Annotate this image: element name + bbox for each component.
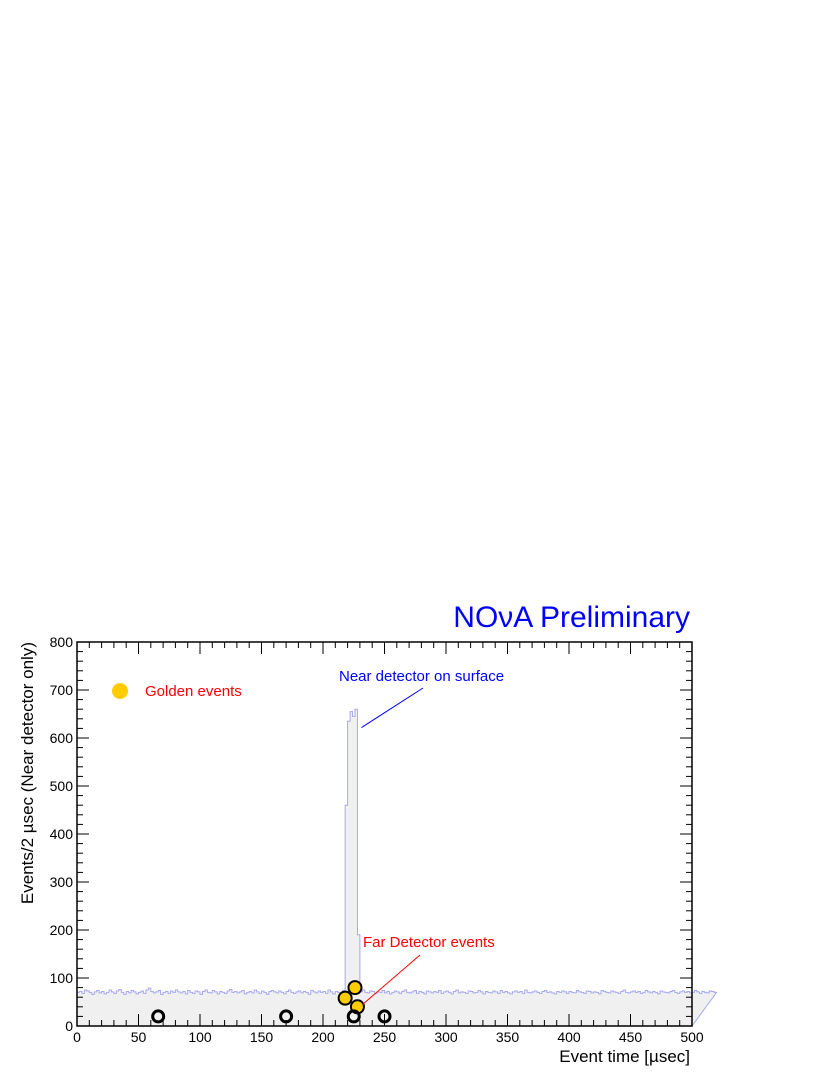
y-tick-label: 800 — [50, 634, 74, 650]
far-detector-event-point — [279, 1009, 294, 1024]
x-tick-label: 250 — [373, 1029, 397, 1045]
x-tick-label: 0 — [73, 1029, 81, 1045]
x-tick-label: 350 — [496, 1029, 520, 1045]
histogram — [76, 708, 718, 1027]
y-axis-label: Events/2 µsec (Near detector only) — [18, 642, 37, 904]
x-axis-label: Event time [µsec] — [559, 1047, 690, 1066]
far-detector-pointer-line — [362, 954, 421, 1005]
y-tick-label: 700 — [50, 682, 74, 698]
x-tick-label: 450 — [619, 1029, 643, 1045]
golden-event-point — [347, 980, 363, 996]
annotation-near-detector: Near detector on surface — [339, 668, 504, 685]
near-detector-pointer-line — [361, 687, 424, 729]
y-tick-label: 200 — [50, 922, 74, 938]
chart-title: NOνA Preliminary — [453, 601, 690, 634]
x-tick-label: 150 — [250, 1029, 274, 1045]
event-markers — [151, 980, 392, 1024]
x-tick-label: 200 — [311, 1029, 335, 1045]
x-tick-label: 50 — [131, 1029, 147, 1045]
x-tick-label: 100 — [188, 1029, 212, 1045]
far-detector-event-point — [377, 1009, 392, 1024]
y-tick-label: 600 — [50, 730, 74, 746]
far-detector-event-point — [151, 1009, 166, 1024]
y-tick-label: 300 — [50, 874, 74, 890]
golden-event-point — [337, 990, 353, 1006]
annotations — [112, 683, 424, 1005]
annotation-far-detector: Far Detector events — [363, 934, 495, 951]
histogram-near-detector — [76, 708, 718, 1027]
y-tick-label: 100 — [50, 970, 74, 986]
y-tick-label: 400 — [50, 826, 74, 842]
x-tick-label: 400 — [557, 1029, 581, 1045]
legend-label-golden-events: Golden events — [145, 683, 242, 700]
axis-ticks: 0 50 100 150 200 250 300 350 400 450 500 0 100 200 300… — [50, 634, 704, 1045]
far-detector-event-point — [346, 1009, 361, 1024]
y-tick-label: 500 — [50, 778, 74, 794]
x-tick-label: 300 — [434, 1029, 458, 1045]
legend-marker-golden-events — [112, 683, 128, 699]
y-tick-label: 0 — [65, 1018, 73, 1034]
x-tick-label: 500 — [680, 1029, 704, 1045]
